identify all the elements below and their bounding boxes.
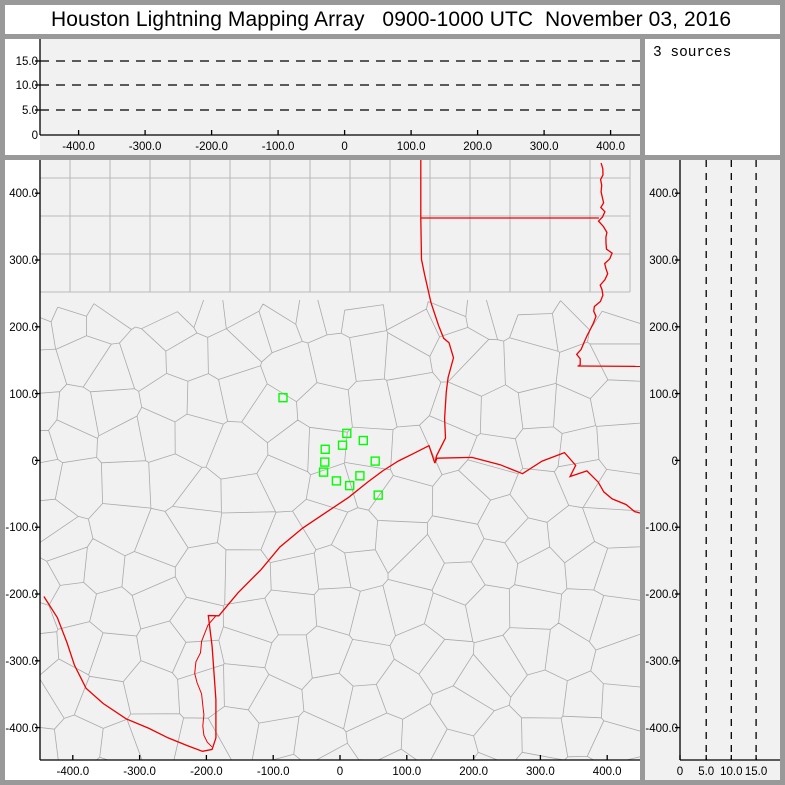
svg-text:0: 0 [32,130,38,142]
svg-text:0: 0 [677,766,683,778]
svg-text:100.0: 100.0 [397,141,426,153]
svg-text:10.0: 10.0 [16,80,38,92]
svg-text:5.0: 5.0 [22,105,38,117]
svg-text:-300.0: -300.0 [129,141,162,153]
svg-text:-400.0: -400.0 [62,141,95,153]
svg-text:10.0: 10.0 [720,766,742,778]
svg-text:-100.0: -100.0 [262,141,295,153]
svg-text:5.0: 5.0 [698,766,714,778]
svg-text:100.0: 100.0 [649,389,678,401]
svg-text:-200.0: -200.0 [5,589,38,601]
svg-text:200.0: 200.0 [9,322,38,334]
svg-text:15.0: 15.0 [745,766,767,778]
svg-text:0: 0 [672,456,678,468]
svg-text:-200.0: -200.0 [190,766,223,778]
svg-text:-100.0: -100.0 [645,522,678,534]
svg-text:400.0: 400.0 [9,188,38,200]
svg-text:300.0: 300.0 [649,255,678,267]
svg-text:-400.0: -400.0 [645,723,678,735]
svg-text:-300.0: -300.0 [5,656,38,668]
svg-text:-200.0: -200.0 [645,589,678,601]
svg-text:0: 0 [337,766,343,778]
svg-text:100.0: 100.0 [392,766,421,778]
svg-text:200.0: 200.0 [459,766,488,778]
svg-text:400.0: 400.0 [596,141,625,153]
svg-text:-300.0: -300.0 [645,656,678,668]
svg-text:300.0: 300.0 [526,766,555,778]
svg-text:0: 0 [32,456,38,468]
svg-text:400.0: 400.0 [593,766,622,778]
svg-text:-400.0: -400.0 [5,723,38,735]
svg-text:-100.0: -100.0 [257,766,290,778]
svg-text:200.0: 200.0 [463,141,492,153]
svg-text:-200.0: -200.0 [195,141,228,153]
svg-text:-100.0: -100.0 [5,522,38,534]
svg-text:200.0: 200.0 [649,322,678,334]
svg-text:300.0: 300.0 [530,141,559,153]
svg-text:-400.0: -400.0 [56,766,89,778]
svg-text:100.0: 100.0 [9,389,38,401]
svg-text:-300.0: -300.0 [123,766,156,778]
svg-text:300.0: 300.0 [9,255,38,267]
svg-text:15.0: 15.0 [16,56,38,68]
svg-text:0: 0 [341,141,347,153]
svg-text:400.0: 400.0 [649,188,678,200]
